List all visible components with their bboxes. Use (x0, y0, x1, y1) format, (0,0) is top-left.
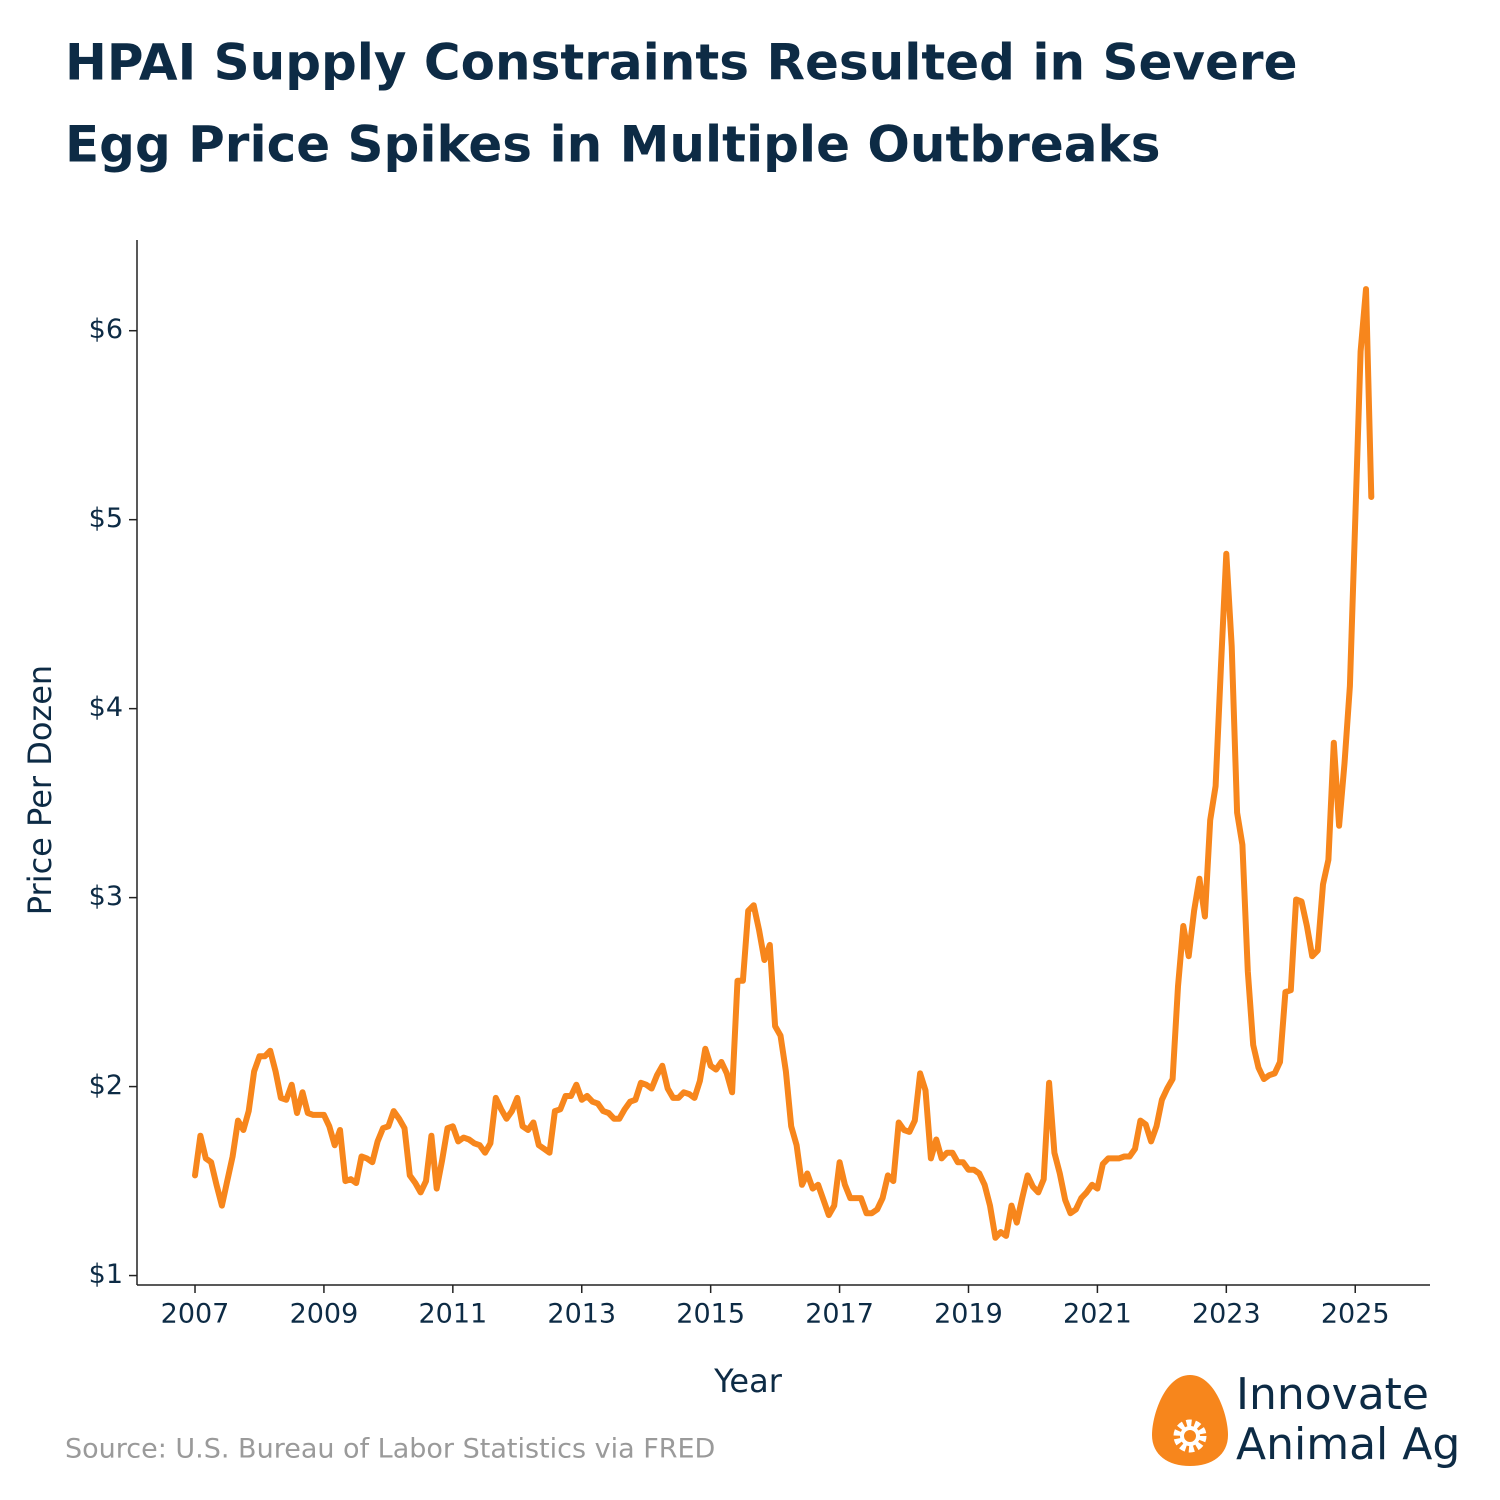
source-note: Source: U.S. Bureau of Labor Statistics … (65, 1434, 715, 1465)
x-tick-label: 2013 (547, 1299, 616, 1330)
x-tick-label: 2015 (676, 1299, 745, 1330)
x-tick-label: 2017 (805, 1299, 874, 1330)
chart-title: HPAI Supply Constraints Resulted in Seve… (65, 34, 1298, 92)
x-tick-label: 2009 (290, 1299, 359, 1330)
x-tick-label: 2011 (418, 1299, 487, 1330)
x-axis-label: Year (713, 1362, 783, 1400)
x-tick-label: 2007 (161, 1299, 230, 1330)
price-line (192, 286, 1375, 1241)
y-axis-label: Price Per Dozen (21, 665, 59, 915)
y-tick-label: $4 (89, 692, 123, 723)
logo-icon (1152, 1375, 1228, 1466)
x-tick-label: 2019 (934, 1299, 1003, 1330)
logo-text: Animal Ag (1236, 1419, 1460, 1470)
x-tick-label: 2025 (1321, 1299, 1390, 1330)
y-tick-label: $6 (89, 314, 123, 345)
chart-title: Egg Price Spikes in Multiple Outbreaks (65, 116, 1161, 174)
y-tick-label: $5 (89, 503, 123, 534)
x-tick-label: 2021 (1063, 1299, 1132, 1330)
y-tick-label: $1 (89, 1259, 123, 1290)
x-tick-label: 2023 (1192, 1299, 1261, 1330)
logo-text: Innovate (1236, 1369, 1429, 1420)
y-tick-label: $3 (89, 881, 123, 912)
y-tick-label: $2 (89, 1070, 123, 1101)
